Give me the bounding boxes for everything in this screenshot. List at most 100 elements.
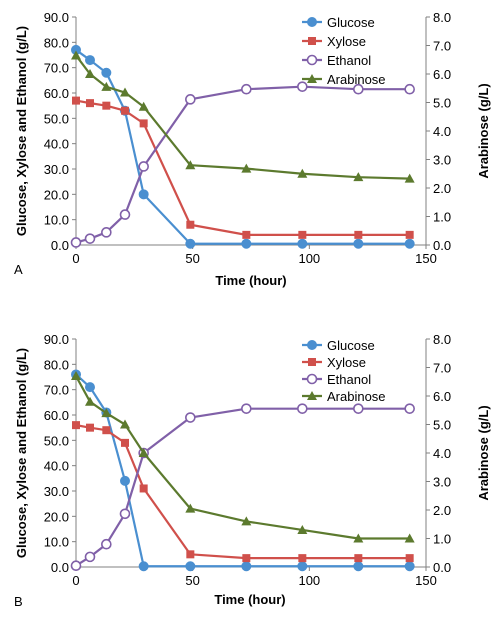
y-tick-label: 10.0 [44,535,69,550]
legend-marker [307,74,317,83]
y2-tick-label: 3.0 [433,475,451,490]
y2-tick-label: 5.0 [433,418,451,433]
data-point [85,382,95,393]
data-point [84,233,96,244]
y2-tick-label: 4.0 [433,124,451,139]
legend-entry: Glucose [302,15,375,30]
y2-tick-label: 1.0 [433,532,451,547]
legend-entry: Xylose [302,34,366,49]
data-point [297,168,308,178]
y-tick-label: 20.0 [44,187,69,202]
data-point [297,81,308,92]
legend-marker [307,17,317,27]
legend-label: Xylose [327,355,366,370]
data-point [120,87,130,97]
y-axis-label: Glucose, Xylose and Ethanol (g/L) [14,348,29,558]
y2-tick-label: 8.0 [433,10,451,25]
legend-marker [306,54,318,66]
data-point [72,96,80,105]
data-point [242,230,251,239]
data-point [297,238,308,249]
data-point [241,516,252,526]
x-axis-label: Time (hour) [214,592,285,607]
data-point [121,438,129,447]
data-point [298,230,307,239]
data-point [84,551,96,563]
y-tick-label: 60.0 [44,408,69,423]
data-point [186,550,195,559]
data-point [297,561,308,572]
series-line [75,85,410,244]
data-point [185,561,196,572]
data-point [185,503,196,513]
legend-entry: Arabinose [302,72,386,87]
data-point [138,161,149,172]
y2-tick-label: 6.0 [433,389,451,404]
data-point [101,227,112,238]
y2-tick-label: 0.0 [433,238,451,253]
y2-tick-label: 2.0 [433,181,451,196]
data-point [185,412,196,423]
x-tick-label: 150 [415,573,437,588]
data-point [353,238,364,249]
data-point [353,533,364,543]
y2-tick-label: 0.0 [433,560,451,575]
data-point [404,403,415,414]
series-line [75,54,410,180]
x-axis-label: Time (hour) [215,273,286,288]
data-point [297,403,308,414]
data-point [70,237,82,248]
legend-label: Ethanol [327,372,371,387]
data-point [404,238,415,249]
data-point [138,448,149,457]
data-point [71,371,81,381]
data-point [85,55,95,66]
data-point [404,173,415,183]
chart-panel-b: B Time (hour) Glucose, Xylose and Ethano… [14,332,491,609]
x-tick-label: 0 [72,251,79,266]
chart-panel-a: A Time (hour) Glucose, Xylose and Ethano… [14,10,491,288]
y2-tick-label: 3.0 [433,153,451,168]
data-point [298,554,307,563]
x-tick-label: 100 [298,573,320,588]
panel-label: A [14,262,23,277]
data-point [353,172,364,182]
data-point [353,83,364,95]
y-tick-label: 0.0 [51,238,69,253]
data-point [185,160,196,170]
data-point [297,524,308,534]
legend-entry: Glucose [302,338,375,353]
data-point [102,426,111,435]
series-arabinose [71,50,415,183]
y-tick-label: 30.0 [44,162,69,177]
panel-label: B [14,594,23,609]
data-point [138,101,149,111]
data-point [86,99,94,108]
legend-entry: Ethanol [302,53,371,68]
series-xylose [72,421,414,563]
data-point [404,561,415,572]
data-point [185,238,196,249]
data-point [139,119,148,128]
data-point [353,403,364,414]
y2-tick-label: 6.0 [433,67,451,82]
x-tick-label: 50 [185,573,199,588]
series-line [75,407,410,567]
data-point [241,403,252,414]
x-tick-label: 0 [72,573,79,588]
series-glucose [71,369,415,572]
y-tick-label: 20.0 [44,509,69,524]
data-point [138,189,149,200]
data-point [70,560,82,572]
data-point [71,50,81,60]
data-point [119,209,131,220]
y-tick-label: 40.0 [44,137,69,152]
data-point [354,230,363,239]
y2-tick-label: 1.0 [433,210,451,225]
data-point [186,220,195,229]
series-line [75,373,410,568]
legend-label: Xylose [327,34,366,49]
data-point [405,554,414,563]
data-point [241,238,252,249]
